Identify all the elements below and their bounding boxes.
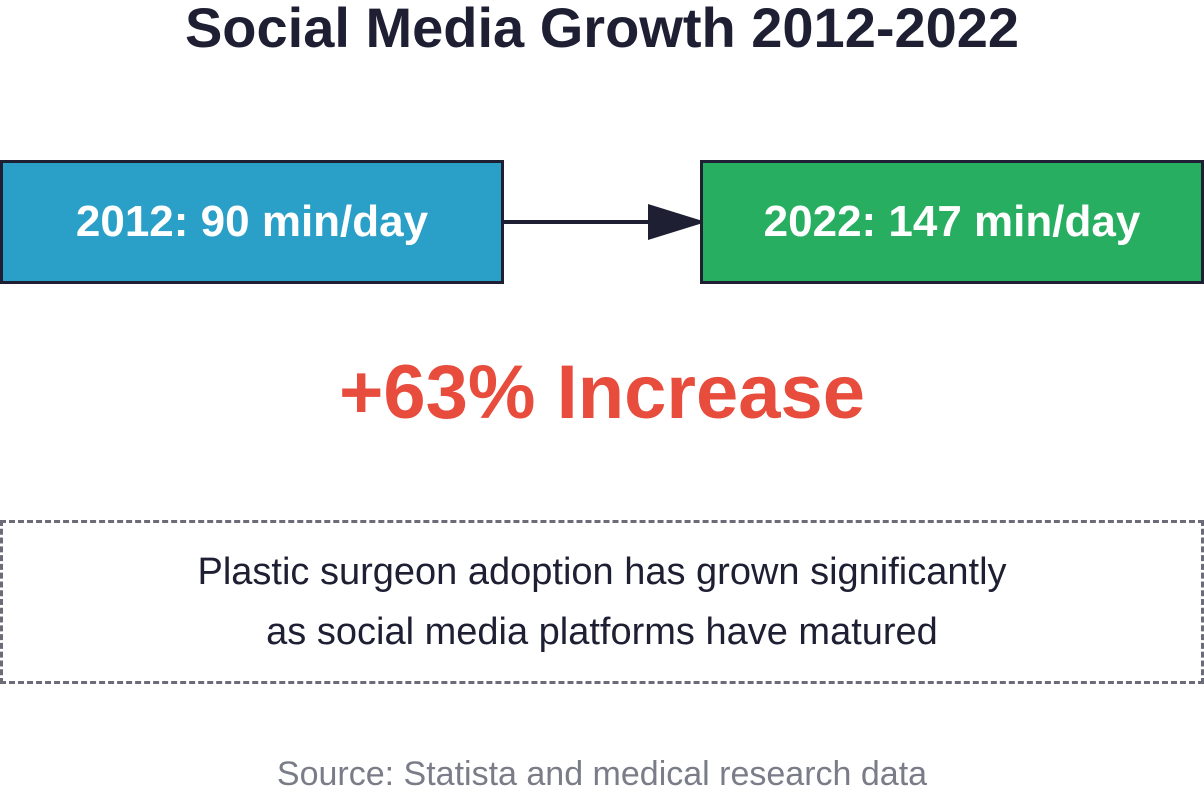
note-box: Plastic surgeon adoption has grown signi… [0,520,1204,684]
note-line: Plastic surgeon adoption has grown signi… [197,551,1007,593]
note-line: as social media platforms have matured [266,611,938,653]
increase-label: +63% Increase [338,350,866,435]
diagram-title: Social Media Growth 2012-2022 [184,0,1020,59]
start-value-box: 2012: 90 min/day [0,160,504,284]
source-caption: Source: Statista and medical research da… [276,755,928,793]
growth-arrow-icon [502,204,706,240]
start-value-label: 2012: 90 min/day [75,197,429,246]
end-value-box: 2022: 147 min/day [700,160,1204,284]
end-value-label: 2022: 147 min/day [763,197,1141,246]
